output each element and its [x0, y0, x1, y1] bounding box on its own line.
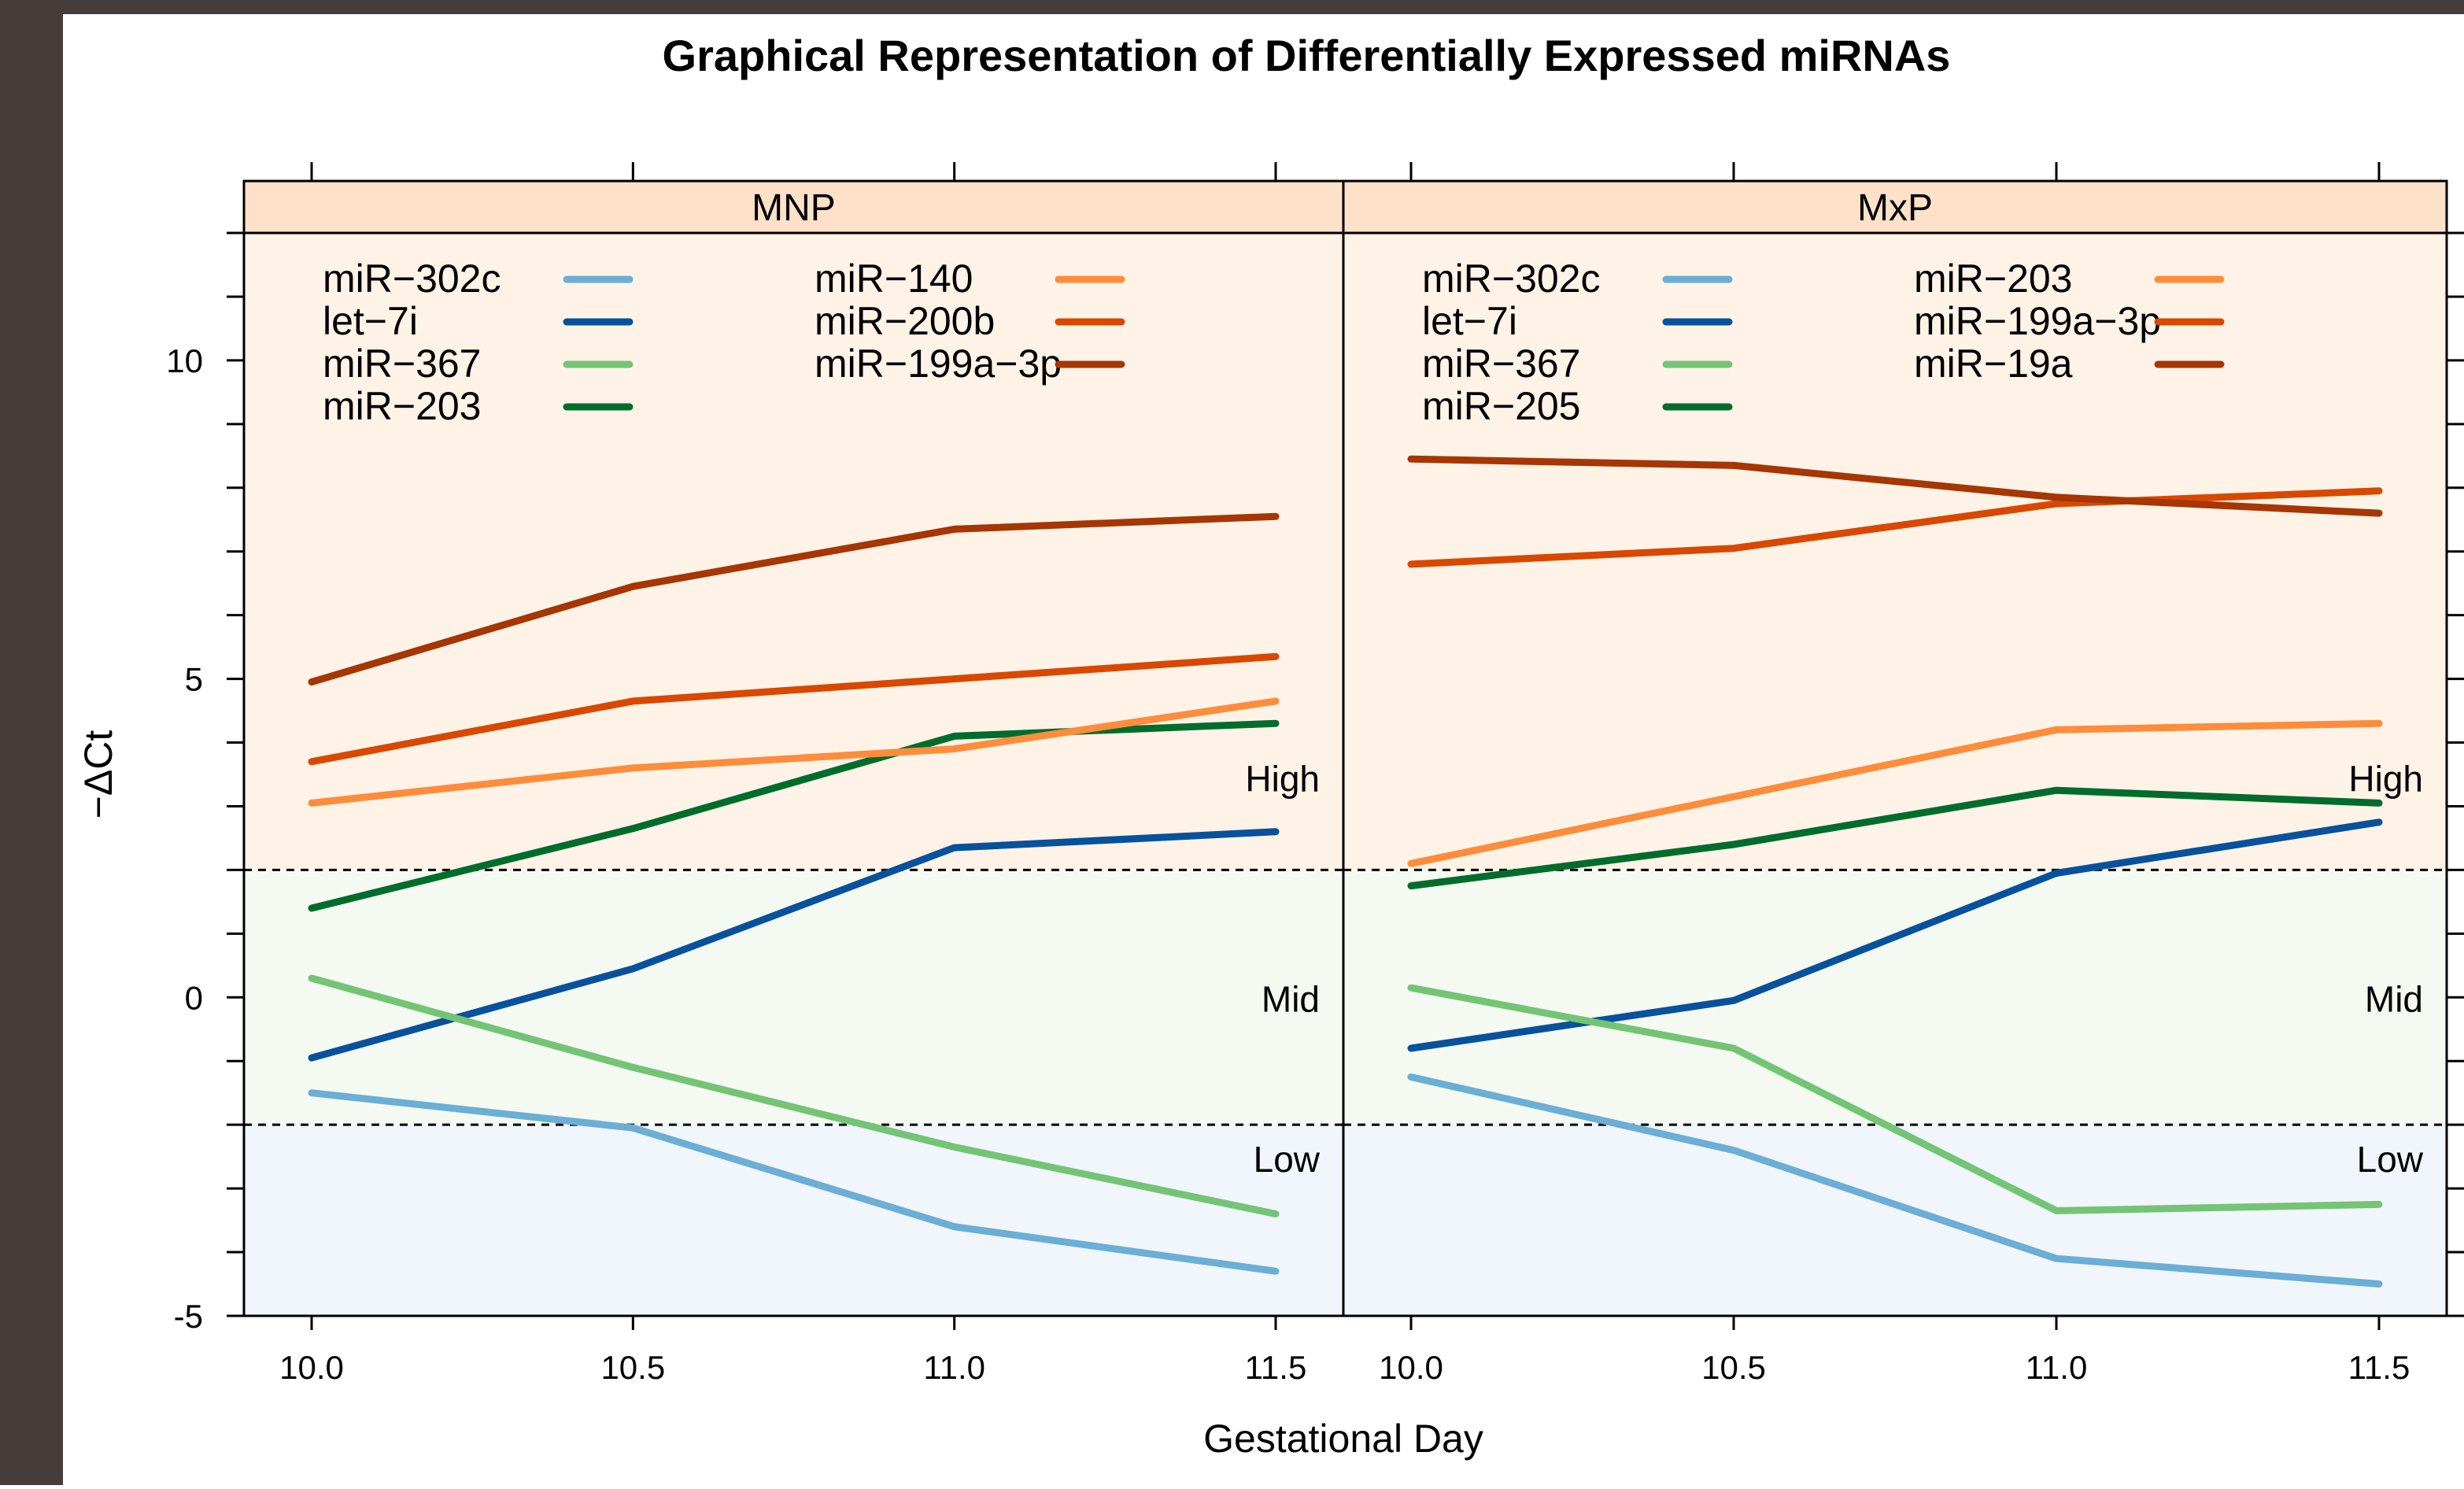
series-line-mxp-1	[1407, 818, 2383, 1052]
zone-label-low-mxp: Low	[2357, 1139, 2424, 1180]
series-line-mxp-2	[1407, 984, 2383, 1214]
x-tick-label-mnp-0: 10.0	[279, 1349, 344, 1386]
legend-label-mnp-0-0: miR−302c	[323, 257, 501, 301]
series-line-mxp-6	[1407, 455, 2383, 517]
strip-label-mnp: MNP	[752, 187, 836, 229]
legend-label-mnp-0-1: let−7i	[323, 299, 418, 343]
chart-title: Graphical Representation of Differential…	[663, 31, 1951, 80]
series-line-mnp-4	[308, 697, 1280, 807]
legend-label-mxp-1-0: miR−203	[1914, 257, 2073, 301]
x-tick-label-mnp-1: 10.5	[600, 1349, 665, 1386]
legend-label-mnp-0-2: miR−367	[323, 342, 482, 386]
series-line-mnp-5	[308, 652, 1280, 766]
series-line-mnp-1	[308, 828, 1280, 1062]
zone-label-high-mxp: High	[2348, 758, 2423, 799]
legend-label-mxp-0-3: miR−205	[1422, 384, 1581, 428]
legend-label-mxp-1-2: miR−19a	[1914, 342, 2073, 386]
series-line-mxp-0	[1407, 1073, 2383, 1288]
strip-mxp	[1342, 179, 2448, 235]
series-line-mxp-4	[1407, 719, 2383, 867]
y-tick-label-5: 0	[185, 979, 203, 1016]
series-line-mnp-2	[308, 974, 1280, 1217]
legend-label-mnp-1-1: miR−200b	[815, 299, 995, 343]
legend-label-mnp-0-3: miR−203	[323, 384, 482, 428]
series-line-mnp-3	[308, 719, 1280, 912]
zone-mid-mxp	[1343, 870, 2447, 1125]
zone-mid-mnp	[244, 870, 1343, 1125]
zone-high-mnp	[244, 233, 1343, 870]
series-line-mxp-3	[1407, 786, 2383, 890]
strip-label-mxp: MxP	[1857, 187, 1933, 229]
zone-label-mid-mxp: Mid	[2365, 978, 2423, 1019]
zone-low-mnp	[244, 1125, 1343, 1316]
y-tick-label-10: 5	[185, 661, 203, 698]
x-tick-label-mxp-0: 10.0	[1379, 1349, 1443, 1386]
x-tick-label-mnp-2: 11.0	[923, 1349, 985, 1386]
legend-label-mxp-1-1: miR−199a−3p	[1914, 299, 2161, 343]
x-tick-label-mnp-3: 11.5	[1245, 1349, 1307, 1386]
x-axis-label: Gestational Day	[1203, 1417, 1483, 1461]
series-line-mxp-5	[1407, 487, 2383, 568]
panel-border-mxp	[1342, 179, 2448, 1317]
page-top-border	[0, 0, 2464, 14]
zone-label-high-mnp: High	[1245, 758, 1320, 799]
x-tick-label-mxp-3: 11.5	[2348, 1349, 2410, 1386]
zone-label-low-mnp: Low	[1254, 1139, 1321, 1180]
y-tick-label-0: -5	[174, 1298, 203, 1335]
legend-label-mxp-0-2: miR−367	[1422, 342, 1581, 386]
legend-label-mxp-0-0: miR−302c	[1422, 257, 1601, 301]
y-tick-label-15: 10	[166, 342, 203, 379]
x-tick-label-mxp-2: 11.0	[2026, 1349, 2088, 1386]
y-axis-label: −ΔCt	[76, 730, 120, 819]
series-line-mnp-0	[308, 1089, 1280, 1275]
legend-label-mnp-1-0: miR−140	[815, 257, 973, 301]
zone-low-mxp	[1343, 1125, 2447, 1316]
series-line-mnp-6	[308, 512, 1280, 686]
page-left-border	[0, 0, 63, 1485]
x-tick-label-mxp-1: 10.5	[1701, 1349, 1766, 1386]
legend-label-mnp-1-2: miR−199a−3p	[815, 342, 1062, 386]
zone-label-mid-mnp: Mid	[1262, 978, 1320, 1019]
legend-label-mxp-0-1: let−7i	[1422, 299, 1517, 343]
